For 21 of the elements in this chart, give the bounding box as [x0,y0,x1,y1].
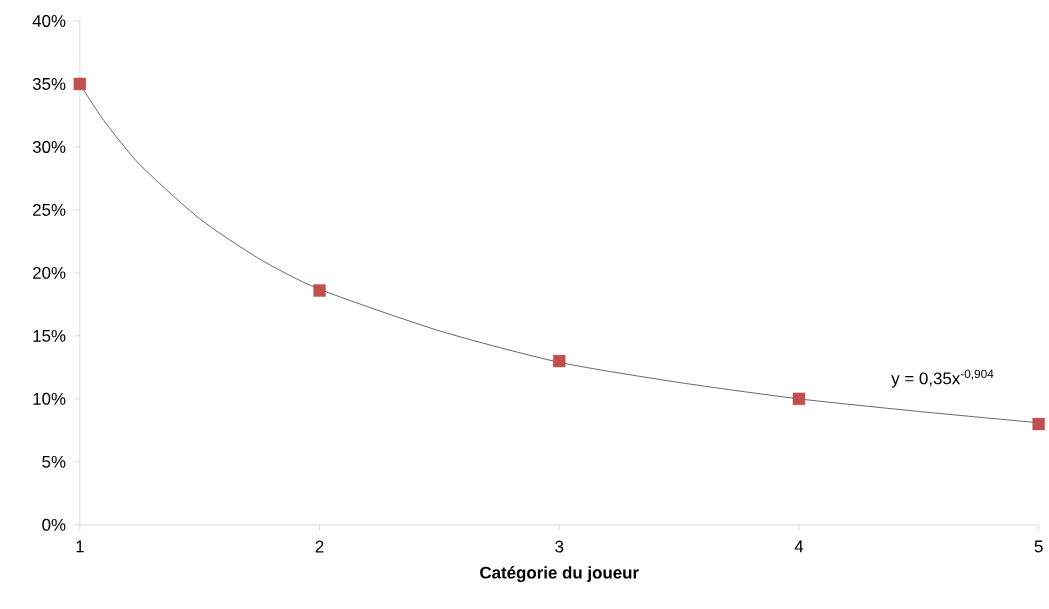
y-tick-label: 30% [32,141,66,154]
point [553,355,566,368]
y-tick-label: 15% [33,330,66,342]
y-tick-label: 5% [42,456,66,468]
x-tick-label: 5 [1034,540,1043,553]
y-tick-label: 10% [33,393,66,406]
y-tick-label: 0% [42,519,66,531]
y-tick-label: 20% [33,267,66,280]
point [1032,418,1045,431]
y-tick-label: 35% [32,78,66,91]
y-tick-label: 40% [32,15,66,28]
y-tick-label: 25% [33,204,66,217]
point [73,77,87,91]
x-tick-label: 2 [315,540,324,553]
x-tick-label: 3 [555,540,564,553]
x-tick-label: 1 [76,540,84,553]
x-axis-title: Catégorie du joueur [480,566,639,583]
annotation: y = 0,35x$^{-0,904}$ [891,369,994,388]
point [313,284,326,297]
x-tick-label: 4 [794,540,804,553]
point [792,392,806,406]
